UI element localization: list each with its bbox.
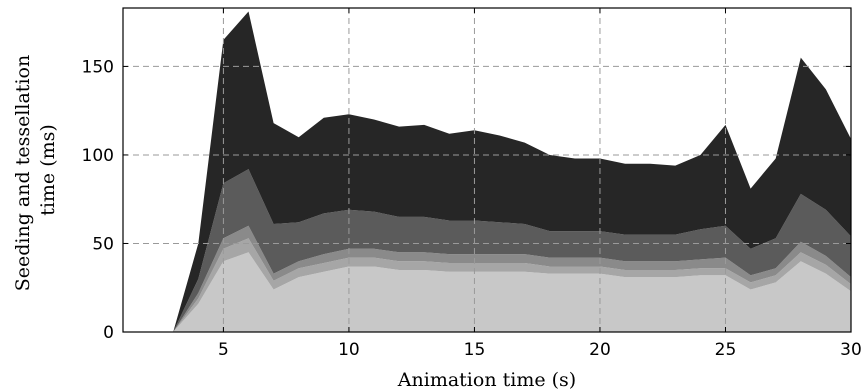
x-axis-label: Animation time (s) [397, 369, 576, 391]
y-tick-label: 0 [103, 323, 114, 343]
grid-lines [123, 8, 851, 332]
y-axis-label-line-2: time (ms) [37, 124, 59, 216]
plot-frame [122, 7, 852, 333]
series-area-3 [173, 225, 851, 332]
x-tick-label: 15 [464, 340, 486, 360]
x-tick-label: 10 [338, 340, 360, 360]
y-axis-label-line-1: Seeding and tessellation [12, 55, 34, 291]
y-tick-label: 50 [92, 234, 114, 254]
axis-ticks: 5 10 15 20 25 30 0 50 100 150 [82, 8, 862, 360]
series-area-1 [173, 252, 851, 332]
series-area-4 [173, 169, 851, 332]
x-tick-label: 5 [218, 340, 229, 360]
series-areas [173, 11, 851, 332]
y-tick-label: 150 [82, 57, 114, 77]
x-tick-label: 30 [840, 340, 862, 360]
y-tick-label: 100 [82, 146, 114, 166]
y-axis-label: Seeding and tessellation time (ms) [12, 49, 59, 292]
series-area-2 [173, 238, 851, 332]
x-tick-label: 20 [589, 340, 611, 360]
series-area-5 [173, 11, 851, 332]
x-tick-label: 25 [715, 340, 737, 360]
